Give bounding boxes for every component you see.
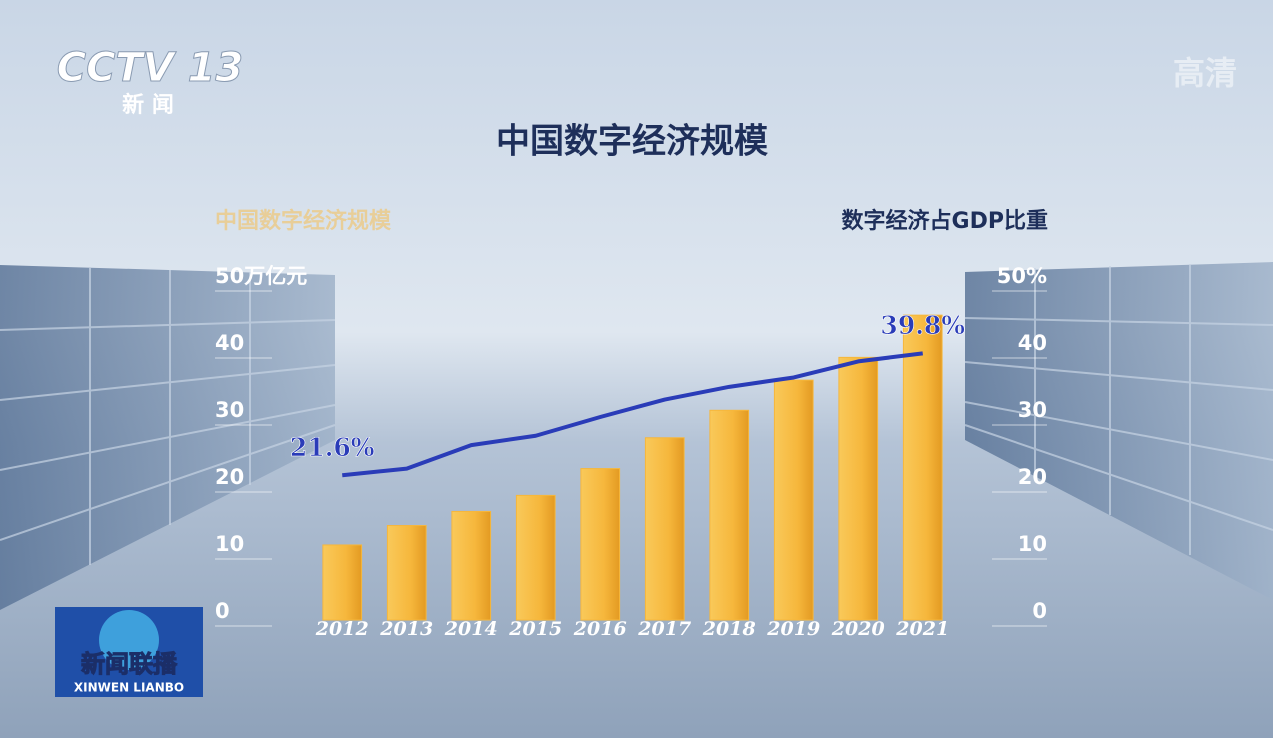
quality-mark: 高清: [1173, 54, 1237, 92]
y2-tick-label: 20: [1018, 465, 1047, 489]
bar: [322, 544, 363, 621]
y-tick-label: 10: [215, 532, 244, 556]
y2-tick-label: 40: [1018, 331, 1047, 355]
y2-tick-label: 0: [1032, 599, 1047, 623]
bar: [773, 379, 814, 621]
x-tick-label: 2015: [508, 618, 562, 640]
program-name: 新闻联播: [81, 650, 178, 678]
x-tick-label: 2021: [895, 618, 949, 640]
y2-axis-title: 数字经济占GDP比重: [842, 208, 1048, 234]
x-tick-label: 2012: [315, 618, 369, 640]
x-tick-label: 2016: [573, 618, 627, 640]
x-tick-label: 2020: [831, 618, 885, 640]
chart-title: 中国数字经济规模: [496, 122, 768, 162]
program-name-en: XINWEN LIANBO: [74, 681, 184, 695]
value-label: 39.8%: [880, 311, 965, 340]
bar: [451, 510, 492, 621]
x-tick-label: 2019: [766, 618, 820, 640]
program-globe: [99, 610, 159, 670]
y2-tick-label: 30: [1018, 398, 1047, 422]
bar: [515, 494, 556, 621]
y-axis-title: 中国数字经济规模: [215, 208, 392, 234]
x-tick-label: 2013: [379, 618, 433, 640]
bar: [838, 356, 879, 621]
x-tick-label: 2018: [702, 618, 756, 640]
y-tick-label: 0: [215, 599, 230, 623]
y-tick-label: 20: [215, 465, 244, 489]
bar: [709, 409, 750, 621]
y-tick-label: 50万亿元: [215, 264, 307, 288]
channel-sub: 新 闻: [122, 92, 174, 118]
y-tick-label: 40: [215, 331, 244, 355]
bar: [386, 525, 427, 621]
wall-grid: [0, 264, 1273, 565]
y2-tick-label: 10: [1018, 532, 1047, 556]
channel-logo: CCTV 13: [57, 45, 244, 91]
bar: [902, 314, 943, 621]
bar: [580, 468, 621, 621]
x-tick-label: 2017: [637, 618, 691, 640]
y2-tick-label: 50%: [997, 264, 1047, 288]
value-label: 21.6%: [290, 433, 375, 462]
x-tick-label: 2014: [444, 618, 498, 640]
y-tick-label: 30: [215, 398, 244, 422]
bar: [644, 437, 685, 621]
line: [342, 351, 923, 478]
